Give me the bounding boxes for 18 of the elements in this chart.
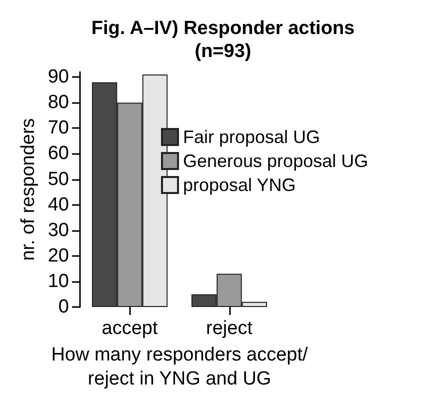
y-tick-label: 40 (48, 194, 69, 216)
y-tick-label: 70 (48, 118, 69, 139)
y-tick-label: 60 (48, 143, 69, 164)
legend-label: proposal YNG (183, 175, 296, 195)
y-axis-title: nr. of responders (18, 118, 39, 261)
y-tick-label: 90 (48, 66, 69, 88)
y-tick-label: 10 (48, 270, 69, 292)
y-tick-label: 20 (48, 245, 69, 266)
y-tick-label: 80 (48, 92, 69, 114)
y-tick-label: 30 (48, 220, 69, 241)
x-tick-label: reject (206, 318, 254, 339)
y-tick-label: 50 (48, 168, 69, 190)
y-tick-label: 0 (58, 296, 69, 318)
legend-label: Generous proposal UG (183, 151, 368, 171)
x-axis-title: How many responders accept/ reject in YNG and UG (51, 344, 309, 390)
chart-title: Fig. A–IV) Responder actions (n=93) (91, 18, 355, 62)
legend-label: Fair proposal UG (183, 127, 320, 147)
x-tick-label: accept (102, 318, 158, 339)
